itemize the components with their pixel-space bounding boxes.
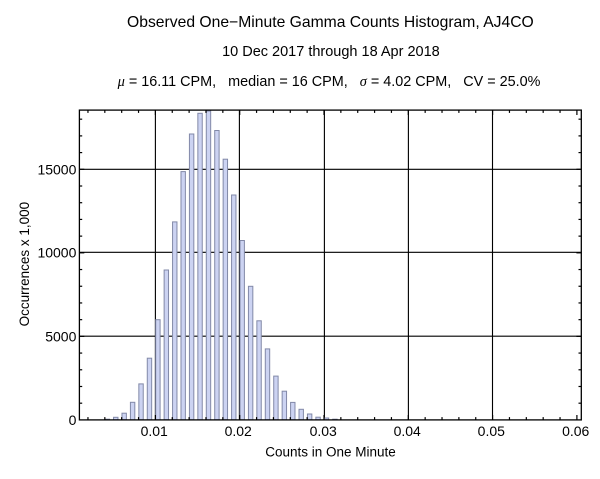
- svg-text:10000: 10000: [37, 245, 76, 261]
- svg-text:Occurrences x 1,000: Occurrences x 1,000: [17, 202, 32, 327]
- svg-text:0: 0: [69, 412, 77, 428]
- svg-text:0.02: 0.02: [225, 423, 252, 439]
- svg-text:0.06: 0.06: [562, 423, 589, 439]
- svg-text:Observed One−Minute Gamma Coun: Observed One−Minute Gamma Counts Histogr…: [127, 14, 534, 31]
- svg-text:0.03: 0.03: [310, 423, 337, 439]
- svg-text:Counts in One Minute: Counts in One Minute: [265, 445, 396, 460]
- svg-text:0.04: 0.04: [394, 423, 421, 439]
- svg-text:5000: 5000: [45, 328, 76, 344]
- svg-text:μ = 16.11 CPM, median = 16 C: μ = 16.11 CPM, median = 16 CPM, σ = 4.02…: [117, 74, 541, 90]
- svg-text:0.05: 0.05: [478, 423, 505, 439]
- svg-text:10 Dec 2017 through 18 Apr 201: 10 Dec 2017 through 18 Apr 2018: [222, 44, 440, 60]
- svg-text:0.01: 0.01: [141, 423, 168, 439]
- svg-text:15000: 15000: [37, 162, 76, 178]
